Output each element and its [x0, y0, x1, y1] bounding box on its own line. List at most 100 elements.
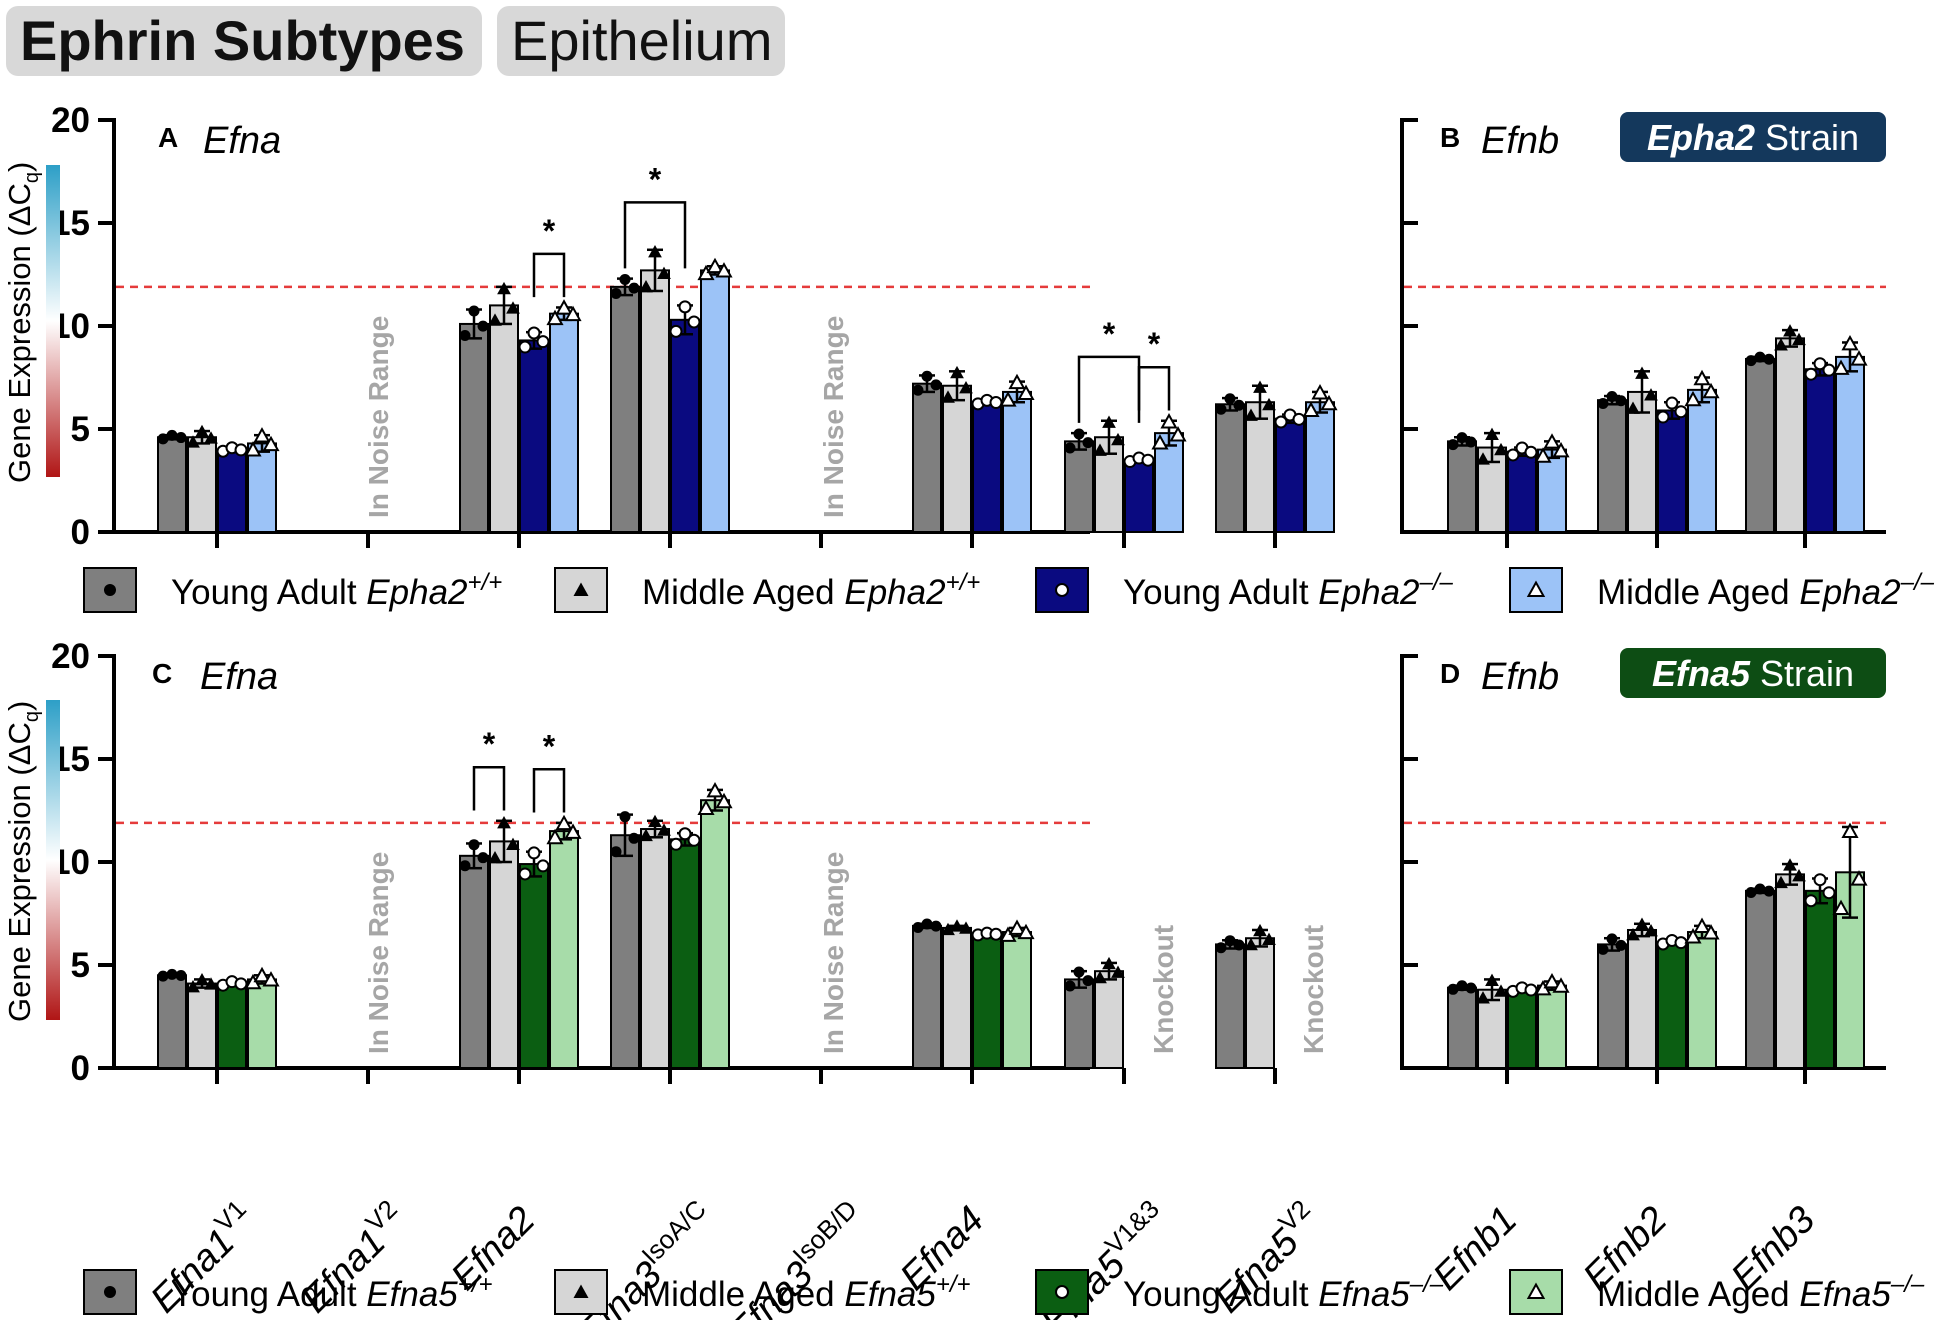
tissue-tag: Epithelium: [497, 6, 785, 76]
data-point: [1494, 984, 1508, 997]
bar: [1835, 355, 1865, 533]
data-point: [1253, 923, 1267, 937]
data-point: [1702, 924, 1720, 940]
legend-label: Middle Aged Efna5+/+: [642, 1271, 971, 1314]
bar: [1154, 432, 1184, 533]
bar: [1537, 984, 1567, 1069]
bar: [700, 799, 730, 1069]
data-point: [1754, 351, 1766, 363]
data-point: [1111, 965, 1125, 978]
bar: [972, 401, 1002, 533]
bar: [1657, 409, 1687, 533]
data-point: [1008, 373, 1026, 390]
bar: [1745, 357, 1775, 533]
data-point: [1224, 393, 1236, 405]
y-tick-label: 0: [71, 513, 90, 552]
panel-letter: B: [1440, 122, 1460, 153]
data-point: [1841, 822, 1859, 839]
data-point: [518, 340, 532, 354]
data-point: [1073, 966, 1085, 978]
data-point: [1093, 443, 1107, 456]
data-point: [555, 814, 573, 831]
data-point: [1262, 932, 1276, 945]
panel-B: B Efnb Epha2 Strain: [1400, 112, 1886, 548]
bar: [489, 304, 519, 533]
data-point: [1476, 991, 1490, 1004]
data-point: [1774, 338, 1788, 351]
data-point: [1813, 873, 1827, 887]
data-point: [648, 244, 662, 258]
data-point: [1485, 973, 1499, 986]
significance-bracket: [532, 252, 566, 298]
bar: [1537, 448, 1567, 534]
bar: [459, 854, 489, 1069]
data-point: [706, 781, 724, 798]
bar: [1094, 970, 1124, 1069]
legend-marker: [1526, 580, 1546, 597]
data-point: [1017, 384, 1035, 400]
bar: [942, 926, 972, 1069]
bar: [1002, 390, 1032, 534]
significance-star: *: [1103, 316, 1116, 352]
strain-label: Epha2 Strain: [1647, 117, 1859, 158]
legend-gene: Efna5: [1799, 1275, 1891, 1314]
bar: [247, 442, 277, 534]
legend-label: Middle Aged Epha2–/–: [1597, 569, 1935, 612]
data-point: [1813, 357, 1827, 371]
y-tick-label: 0: [71, 1049, 90, 1088]
strain-label: Efna5 Strain: [1652, 653, 1854, 694]
data-point: [459, 860, 471, 872]
data-point: [1684, 390, 1702, 407]
data-point: [1783, 324, 1797, 337]
bar: [1245, 937, 1275, 1069]
legend-label: Young Adult Efna5–/–: [1123, 1271, 1444, 1314]
data-point: [950, 365, 964, 379]
data-point: [959, 381, 973, 394]
data-point: [244, 441, 262, 457]
data-point: [1082, 437, 1094, 449]
data-point: [536, 859, 550, 873]
legend-prefix: Middle Aged: [642, 1275, 844, 1314]
legend-prefix: Young Adult: [1123, 573, 1318, 612]
bar: [640, 828, 670, 1069]
data-point: [1160, 413, 1178, 429]
noise-range-note: In Noise Range: [363, 852, 394, 1054]
data-point: [157, 970, 169, 982]
data-point: [1224, 935, 1236, 947]
significance-star: *: [1148, 326, 1161, 362]
data-point: [619, 273, 631, 285]
data-point: [536, 335, 550, 349]
bar: [1124, 458, 1154, 533]
data-point: [1262, 397, 1276, 411]
data-point: [234, 977, 248, 991]
data-point: [1763, 353, 1775, 365]
bar: [1805, 368, 1835, 534]
panel-title: Efnb: [1481, 656, 1559, 698]
legend-marker: [1055, 583, 1069, 597]
bar: [972, 933, 1002, 1069]
bar: [217, 982, 247, 1069]
data-point: [1822, 363, 1836, 377]
data-point: [1644, 388, 1658, 401]
data-point: [477, 320, 489, 332]
y-axis-label-sub: q: [21, 172, 43, 183]
data-point: [1093, 970, 1107, 984]
data-point: [1850, 870, 1868, 886]
legend-gene: Epha2: [844, 573, 945, 612]
data-point: [1082, 975, 1094, 987]
significance-star: *: [543, 728, 556, 764]
bar: [459, 322, 489, 533]
data-point: [157, 433, 169, 445]
data-point: [468, 305, 480, 317]
bar: [610, 834, 640, 1069]
data-point: [1524, 983, 1538, 997]
data-point: [555, 299, 573, 315]
bar: [610, 285, 640, 533]
data-point: [262, 971, 280, 987]
legend-gene: Epha2: [366, 573, 467, 612]
bar: [519, 339, 549, 534]
data-point: [1111, 432, 1125, 446]
data-point: [1311, 384, 1329, 400]
